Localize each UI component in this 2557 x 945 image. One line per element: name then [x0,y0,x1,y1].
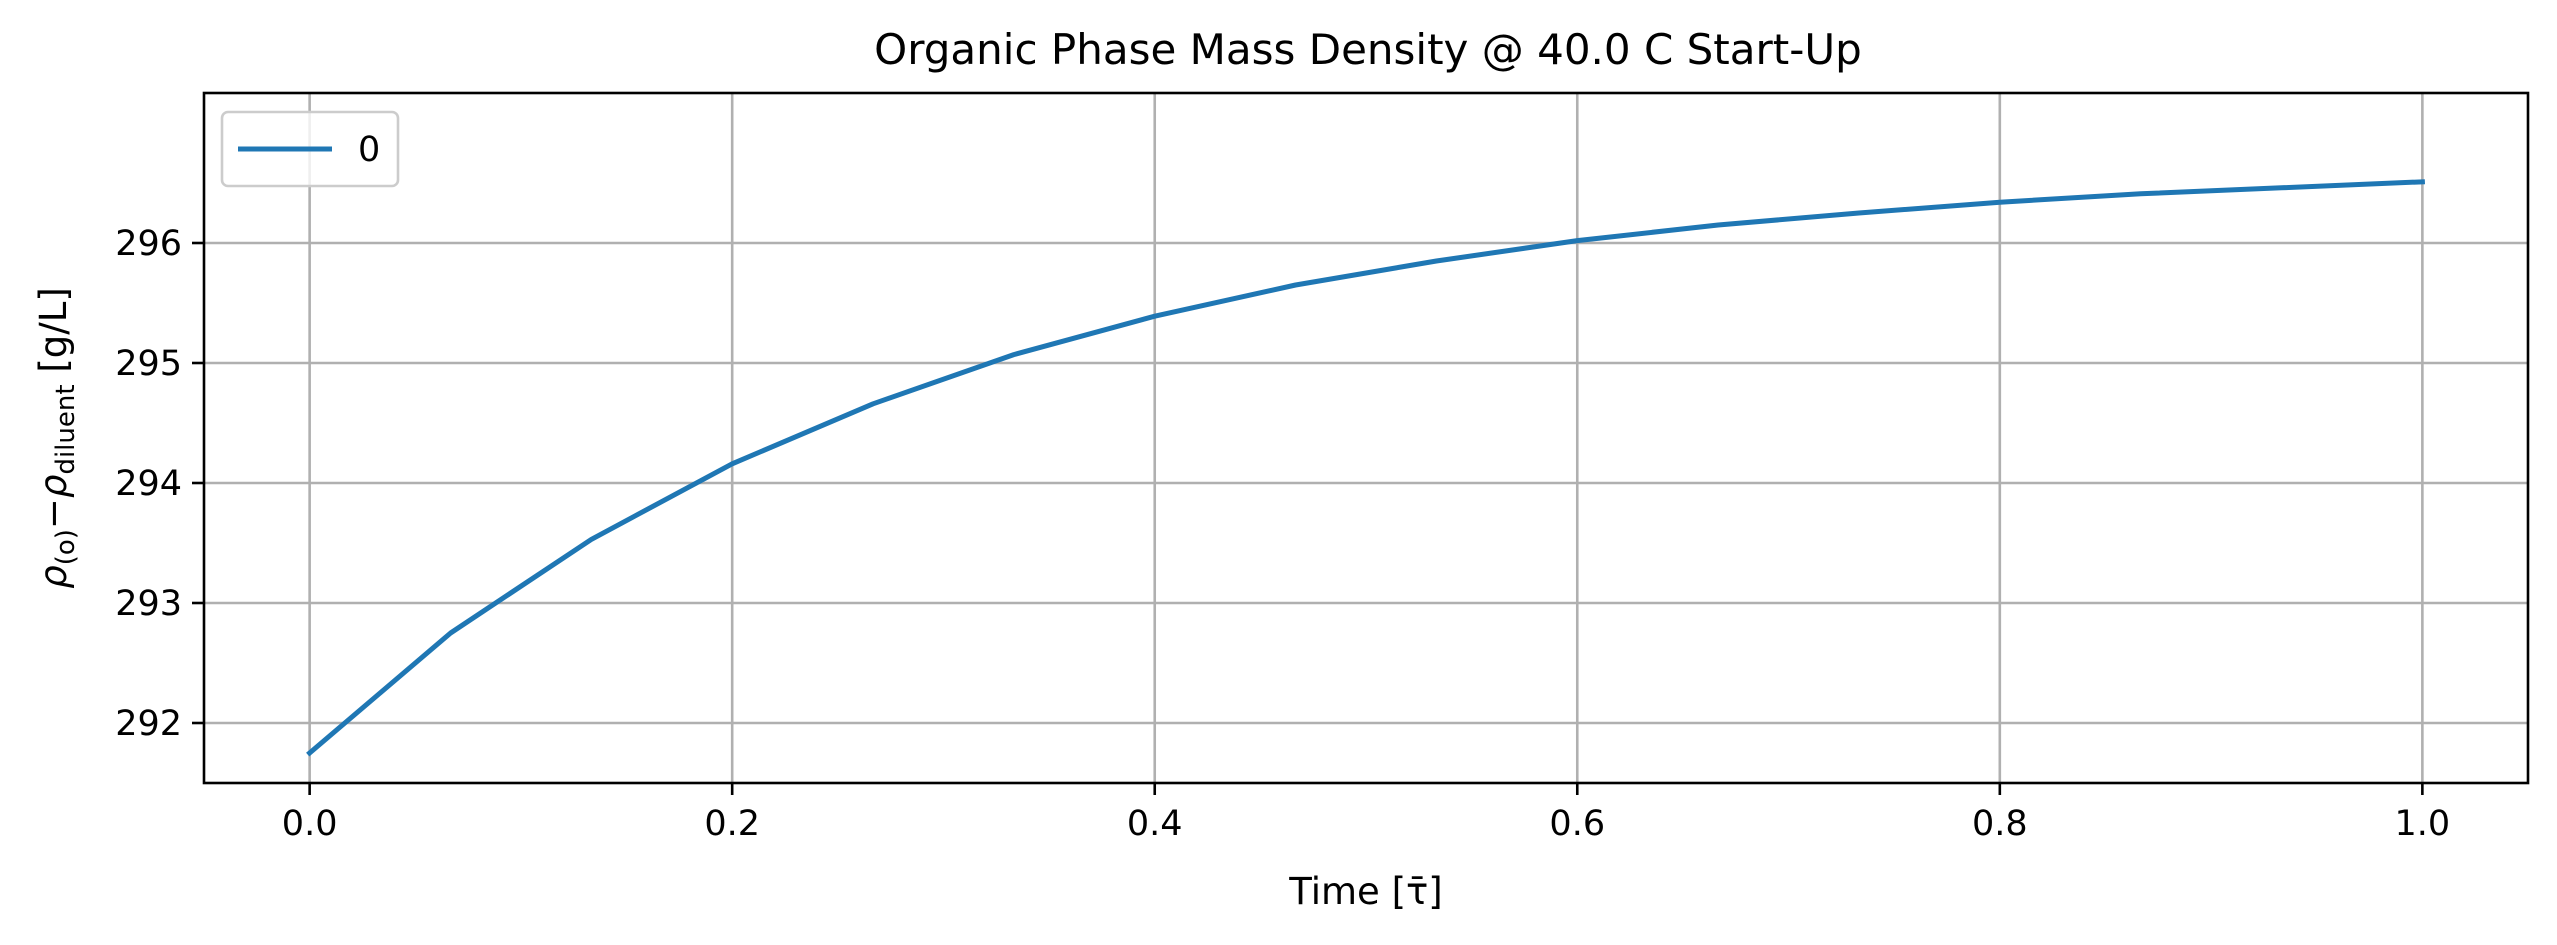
x-tick-label: 0.0 [282,804,338,844]
legend-label: 0 [358,130,380,170]
x-axis-label: Time [τ̄] [1288,870,1442,913]
plot-frame [202,91,2530,785]
y-tick-label: 295 [115,344,182,384]
x-tick-label: 0.8 [1972,804,2028,844]
y-axis-label-sub-o: (o) [51,529,81,565]
y-axis-label-unit: [g/L] [32,287,75,384]
y-axis-label-minus: − [32,498,75,529]
y-tick-label: 296 [115,224,182,264]
series-line [306,179,2426,757]
y-axis-label-rho-diluent: ρ [32,474,75,498]
x-tick-label: 1.0 [2395,804,2451,844]
x-tick-label: 0.6 [1549,804,1605,844]
y-axis-label-sub-diluent: diluent [51,384,81,474]
grid-layer [204,93,2528,783]
chart-title: Organic Phase Mass Density @ 40.0 C Star… [874,25,1862,74]
x-tick-label: 0.4 [1127,804,1183,844]
y-axis-label: ρ(o)−ρdiluent [g/L] [32,287,81,589]
x-tick-label: 0.2 [704,804,760,844]
y-axis-label-rho: ρ [32,565,75,589]
x-ticks: 0.0 0.2 0.4 0.6 0.8 1.0 [282,783,2450,844]
y-tick-label: 293 [115,584,182,624]
series-layer [306,179,2426,757]
y-tick-label: 294 [115,464,182,504]
legend: 0 [220,110,400,188]
y-tick-label: 292 [115,704,182,744]
y-ticks: 292 293 294 295 296 [115,224,204,744]
